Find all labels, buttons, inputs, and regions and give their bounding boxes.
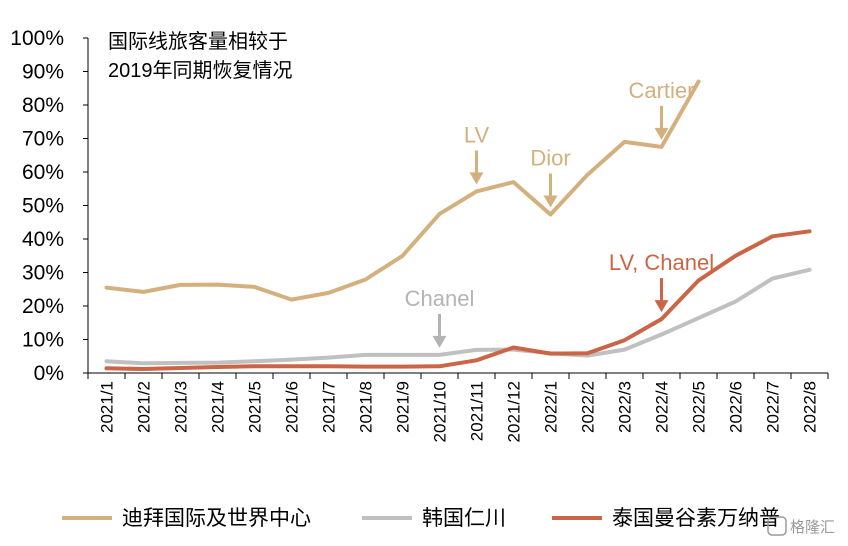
watermark-logo-icon <box>767 516 787 536</box>
annotation-label: Chanel <box>405 286 475 311</box>
annotation-arrowhead-icon <box>654 127 669 140</box>
legend-item-1: 韩国仁川 <box>362 507 506 530</box>
x-tick-label: 2021/2 <box>135 381 154 433</box>
series-lines <box>104 79 812 371</box>
y-tick-label: 100% <box>10 27 64 50</box>
annotation-label: LV, Chanel <box>609 250 714 275</box>
annotations: Cartier LV Dior LV, Chanel Chanel <box>405 78 714 348</box>
x-axis: 2021/1 2021/2 2021/3 2021/4 2021/5 2021/6 2021… <box>87 372 829 442</box>
annotation-0: Cartier <box>628 78 695 140</box>
x-tick-label: 2022/6 <box>727 381 746 433</box>
series-line-0 <box>104 79 701 302</box>
x-tick-label: 2021/12 <box>505 381 524 442</box>
chart-title-line-1: 国际线旅客量相较于 <box>108 30 288 53</box>
chart-title-line-2: 2019年同期恢复情况 <box>108 59 293 82</box>
x-tick-label: 2021/6 <box>283 381 302 433</box>
annotation-label: LV <box>464 122 490 147</box>
y-tick-label: 50% <box>22 195 64 218</box>
x-tick-label: 2022/2 <box>579 381 598 433</box>
annotation-1: LV <box>464 122 490 185</box>
legend-item-2: 泰国曼谷素万纳普 <box>552 507 780 530</box>
watermark: 格隆汇 <box>767 516 835 536</box>
legend-label: 泰国曼谷素万纳普 <box>612 507 780 530</box>
x-tick-label: 2021/4 <box>209 381 228 433</box>
x-tick-label: 2021/1 <box>98 381 117 433</box>
legend-label: 迪拜国际及世界中心 <box>122 507 311 530</box>
x-tick-label: 2021/9 <box>394 381 413 433</box>
chart-title: 国际线旅客量相较于 2019年同期恢复情况 <box>108 30 293 82</box>
x-tick-label: 2021/7 <box>320 381 339 433</box>
series-line-1 <box>104 267 812 366</box>
legend-item-0: 迪拜国际及世界中心 <box>62 507 311 530</box>
y-tick-label: 20% <box>22 295 64 318</box>
y-tick-label: 70% <box>22 128 64 151</box>
y-tick-label: 10% <box>22 329 64 352</box>
y-tick-label: 0% <box>34 362 64 385</box>
annotation-label: Dior <box>530 146 570 171</box>
y-axis: 0% 10% 20% 30% 40% 50% 60% 70% 80% 90% 100% <box>10 27 89 385</box>
annotation-3: LV, Chanel <box>609 250 714 313</box>
annotation-label: Cartier <box>628 78 694 103</box>
x-tick-label: 2022/7 <box>764 381 783 433</box>
y-tick-label: 40% <box>22 228 64 251</box>
x-tick-label: 2022/8 <box>801 381 820 433</box>
y-tick-label: 80% <box>22 94 64 117</box>
y-tick-label: 90% <box>22 61 64 84</box>
annotation-arrowhead-icon <box>432 335 447 348</box>
x-tick-label: 2022/4 <box>653 381 672 433</box>
x-tick-label: 2022/3 <box>616 381 635 433</box>
y-tick-label: 30% <box>22 262 64 285</box>
x-tick-label: 2021/3 <box>172 381 191 433</box>
x-tick-label: 2021/11 <box>468 381 487 441</box>
annotation-arrowhead-icon <box>654 300 669 313</box>
legend-label: 韩国仁川 <box>422 507 506 530</box>
annotation-arrowhead-icon <box>543 195 558 208</box>
legend: 迪拜国际及世界中心 韩国仁川 泰国曼谷素万纳普 <box>62 507 780 530</box>
x-tick-label: 2022/1 <box>542 381 561 433</box>
watermark-text: 格隆汇 <box>790 519 835 536</box>
annotation-arrowhead-icon <box>469 172 484 185</box>
x-tick-label: 2022/5 <box>690 381 709 433</box>
series-line-2 <box>104 229 812 371</box>
annotation-4: Chanel <box>405 286 475 348</box>
x-tick-label: 2021/8 <box>357 381 376 433</box>
x-tick-label: 2021/5 <box>246 381 265 433</box>
y-tick-label: 60% <box>22 161 64 184</box>
x-tick-label: 2021/10 <box>431 381 450 442</box>
annotation-2: Dior <box>530 146 571 208</box>
